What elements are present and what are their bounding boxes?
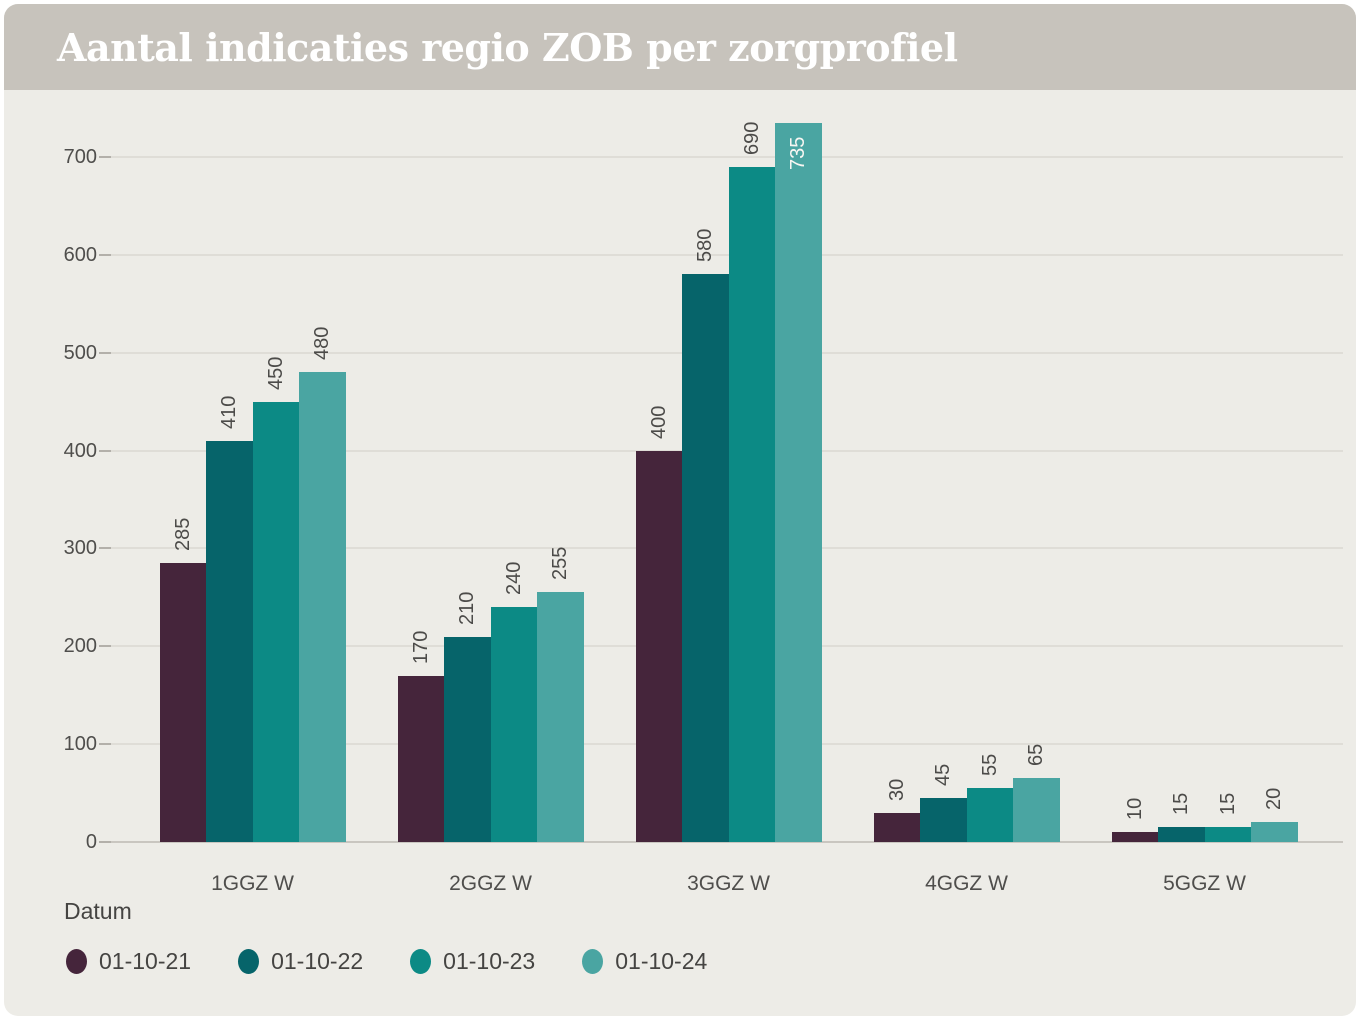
y-axis-label: 500 xyxy=(63,341,97,364)
bar-value-label: 45 xyxy=(932,763,955,786)
y-axis-tick xyxy=(99,449,111,452)
chart-header: Aantal indicaties regio ZOB per zorgprof… xyxy=(4,4,1356,90)
bar[interactable] xyxy=(444,636,491,842)
legend-item-label: 01-10-24 xyxy=(615,948,708,974)
bar-value-label: 170 xyxy=(409,630,432,664)
y-axis-label: 400 xyxy=(63,439,97,462)
bar-value-label: 735 xyxy=(787,136,810,170)
bar[interactable] xyxy=(1158,827,1205,842)
legend-item-label: 01-10-23 xyxy=(443,948,536,974)
y-axis-tick xyxy=(99,841,111,843)
legend-item-label: 01-10-21 xyxy=(99,948,192,974)
bar[interactable] xyxy=(635,450,682,842)
bar[interactable] xyxy=(920,797,967,842)
gridline xyxy=(99,156,1343,158)
bar[interactable] xyxy=(966,788,1013,842)
legend-item-01-10-24[interactable]: 01-10-24 xyxy=(582,948,707,975)
bar[interactable] xyxy=(1251,822,1298,842)
y-axis-label: 600 xyxy=(63,243,97,266)
bar-value-label: 240 xyxy=(502,561,525,596)
bar-value-label: 480 xyxy=(311,326,334,361)
y-axis-tick xyxy=(99,351,111,354)
legend-swatch-icon xyxy=(238,949,260,974)
y-axis-label: 0 xyxy=(85,831,97,853)
y-axis-tick xyxy=(99,253,111,256)
bar-value-label: 410 xyxy=(218,395,241,429)
chart-title: Aantal indicaties regio ZOB per zorgprof… xyxy=(57,24,958,70)
y-axis-label: 300 xyxy=(63,537,97,560)
bar-value-label: 450 xyxy=(264,356,287,390)
y-axis-tick xyxy=(99,547,111,550)
bar[interactable] xyxy=(490,607,537,842)
y-axis-label: 200 xyxy=(63,635,97,658)
legend-swatch-icon xyxy=(66,949,87,974)
bar[interactable] xyxy=(537,592,584,842)
legend-swatch-icon xyxy=(582,949,604,974)
bar[interactable] xyxy=(1013,778,1060,842)
bar-value-label: 15 xyxy=(1170,793,1193,816)
x-axis-label: 4GGZ W xyxy=(925,872,1008,895)
bar[interactable] xyxy=(397,675,444,842)
legend-item-01-10-21[interactable]: 01-10-21 xyxy=(66,948,191,975)
legend-item-01-10-23[interactable]: 01-10-23 xyxy=(410,948,535,975)
x-axis-label: 2GGZ W xyxy=(449,872,532,895)
y-axis-label: 100 xyxy=(63,733,97,756)
bar-value-label: 10 xyxy=(1123,797,1146,821)
legend-item-label: 01-10-22 xyxy=(271,948,364,974)
bar[interactable] xyxy=(206,440,253,842)
x-axis-baseline xyxy=(99,841,1343,843)
bar[interactable] xyxy=(252,401,299,842)
legend-title: Datum xyxy=(64,898,132,924)
chart-card-content: Aantal indicaties regio ZOB per zorgprof… xyxy=(4,4,1356,1016)
y-axis-tick xyxy=(99,645,111,648)
bar[interactable] xyxy=(728,166,775,842)
x-axis-label: 3GGZ W xyxy=(687,872,770,895)
bar-value-label: 20 xyxy=(1263,788,1286,811)
bar-value-label: 690 xyxy=(740,121,763,155)
bar[interactable] xyxy=(775,122,822,842)
y-axis-label: 700 xyxy=(63,146,97,168)
bar[interactable] xyxy=(1204,827,1251,842)
bar[interactable] xyxy=(682,274,729,842)
legend-swatch-icon xyxy=(410,949,432,974)
bar-value-label: 65 xyxy=(1025,744,1048,767)
chart-legend: 01-10-21 01-10-22 01-10-23 01-10-24 xyxy=(66,948,707,975)
bar-value-label: 285 xyxy=(171,517,194,552)
bar-value-label: 55 xyxy=(978,753,1001,777)
bar-value-label: 580 xyxy=(694,229,717,263)
bar[interactable] xyxy=(1111,832,1158,842)
y-axis-tick xyxy=(99,156,111,158)
x-axis-label: 5GGZ W xyxy=(1163,872,1246,895)
bar-value-label: 30 xyxy=(885,778,908,801)
gridline xyxy=(99,253,1343,256)
bar[interactable] xyxy=(873,812,920,842)
bar-value-label: 15 xyxy=(1216,793,1239,816)
x-axis-label: 1GGZ W xyxy=(211,872,294,895)
bar-chart-plot-area: 0 100 200 300 400 500 600 700 285 170 400 30 10 410 21… xyxy=(4,4,1356,1016)
bar[interactable] xyxy=(159,563,206,842)
bar-value-label: 400 xyxy=(647,405,670,439)
bar-value-label: 210 xyxy=(456,591,479,625)
bar[interactable] xyxy=(299,372,346,842)
legend-item-01-10-22[interactable]: 01-10-22 xyxy=(238,948,363,975)
bar-value-label: 255 xyxy=(549,547,572,581)
y-axis-tick xyxy=(99,743,111,746)
